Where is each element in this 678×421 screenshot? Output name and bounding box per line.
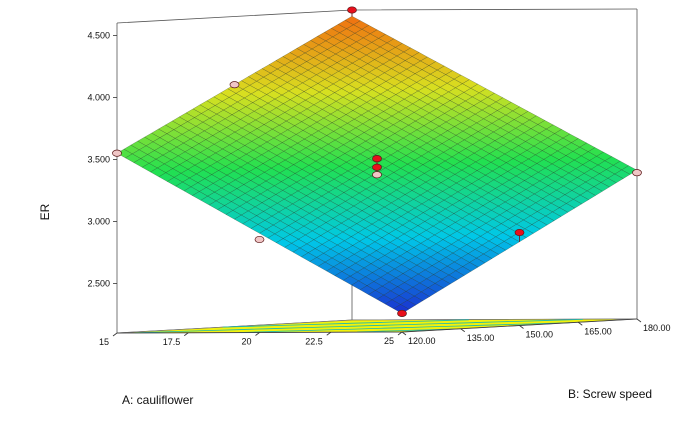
y-tick-label: 165.00 [584,326,612,336]
design-point [229,81,240,89]
design-point [372,171,382,179]
y-axis-title: B: Screw speed [568,387,652,401]
y-tick-mark [401,331,407,336]
z-tick-label: 3.500 [87,154,110,164]
y-tick-label: 135.00 [467,333,495,343]
z-tick-label: 4.500 [87,30,110,40]
z-tick-label: 3.000 [87,216,110,226]
design-points [112,6,642,317]
y-tick-label: 120.00 [408,336,436,346]
y-tick-mark [578,321,583,326]
y-tick-mark [460,328,465,333]
design-point [254,235,265,244]
z-axis: 2.500 3.000 3.500 4.000 4.500 [87,30,117,288]
y-axis: 120.00 135.00 150.00 165.00 180.00 [401,318,671,346]
y-tick-label: 150.00 [526,330,554,340]
floor-contour-2 [238,322,570,333]
y-tick-mark [519,325,524,329]
x-tick-mark [397,331,403,336]
x-tick-label: 22.5 [305,336,323,346]
design-point [347,6,357,14]
z-tick-label: 2.500 [87,278,110,288]
y-tick-label: 180.00 [643,323,671,333]
design-point [632,169,642,177]
x-tick-label: 15 [99,337,109,347]
response-surface [116,15,638,314]
design-point [372,163,382,171]
design-point [372,155,382,163]
z-axis-title: ER [38,203,52,220]
x-tick-mark [255,332,260,336]
x-axis: 15 17.5 20 22.5 25 [99,331,403,347]
design-point [514,228,525,237]
design-point [112,149,122,157]
x-tick-label: 20 [241,337,251,347]
x-tick-mark [112,332,118,337]
z-tick-label: 4.000 [87,92,110,102]
floor-contour-3 [134,319,583,334]
x-tick-label: 17.5 [163,337,181,347]
back-top-edge [116,8,638,24]
chart-floor-contour [116,318,638,334]
x-tick-label: 25 [384,336,394,346]
design-point [397,309,407,317]
y-tick-mark [636,318,642,323]
x-axis-title: A: cauliflower [122,393,193,407]
x-tick-mark [326,331,331,336]
x-tick-mark [184,332,189,337]
floor-contour-4 [222,319,469,328]
